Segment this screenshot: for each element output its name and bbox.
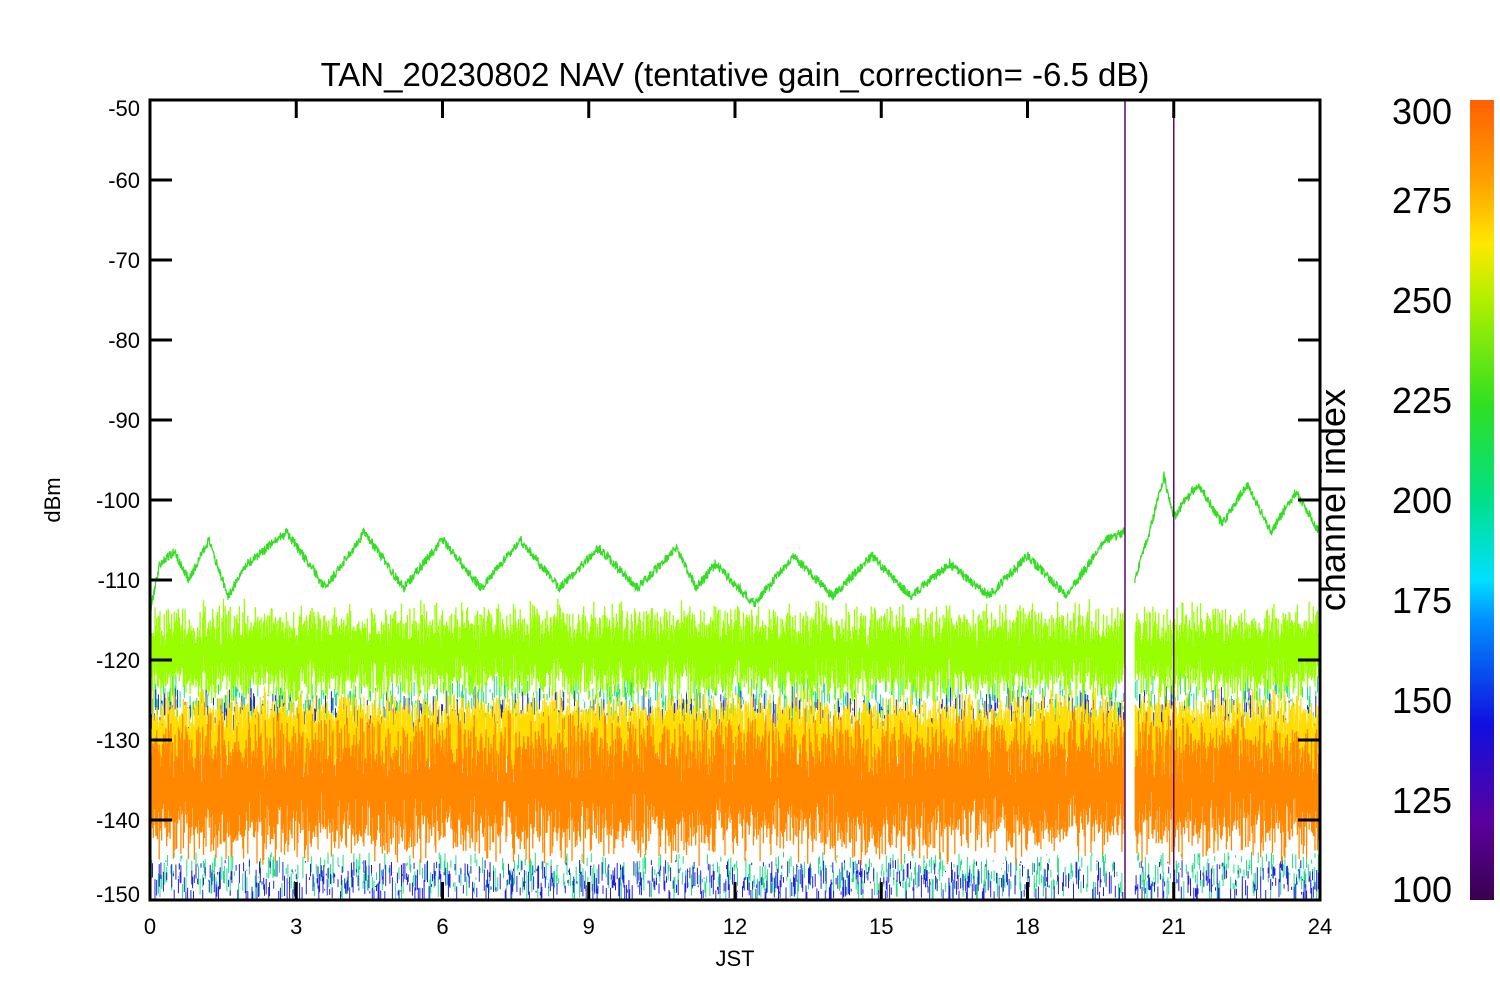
x-axis-label: JST xyxy=(715,946,754,971)
y-tick-label: -120 xyxy=(96,648,140,673)
colorbar-tick-label: 175 xyxy=(1392,580,1452,621)
series-line-ch248 xyxy=(150,471,1320,612)
colorbar-label: channel index xyxy=(1312,389,1353,611)
x-tick-label: 18 xyxy=(1015,914,1039,939)
colorbar-tick-label: 275 xyxy=(1392,180,1452,221)
colorbar-ticks: 100 125 150 175 200 225 250 275 300 xyxy=(1392,91,1452,910)
colorbar-tick-label: 125 xyxy=(1392,780,1452,821)
plot-area xyxy=(150,100,1320,900)
y-tick-label: -70 xyxy=(108,248,140,273)
x-tick-label: 24 xyxy=(1308,914,1332,939)
colorbar-tick-label: 300 xyxy=(1392,91,1452,132)
axis-ticks: 0 3 6 9 12 15 18 21 24 -50 -60 -70 -80 -90 -100 -110 -12… xyxy=(96,96,1332,939)
chart-title: TAN_20230802 NAV (tentative gain_correct… xyxy=(321,56,1150,93)
y-tick-label: -80 xyxy=(108,328,140,353)
colorbar-tick-label: 200 xyxy=(1392,480,1452,521)
series-band-ch260-trace xyxy=(150,598,1320,704)
x-tick-label: 12 xyxy=(723,914,747,939)
y-tick-label: -150 xyxy=(96,882,140,907)
y-tick-label: -140 xyxy=(96,808,140,833)
colorbar-tick-label: 150 xyxy=(1392,680,1452,721)
x-tick-label: 15 xyxy=(869,914,893,939)
series-band-ch260 xyxy=(150,598,1320,704)
y-tick-label: -110 xyxy=(98,568,140,593)
x-tick-label: 21 xyxy=(1162,914,1186,939)
colorbar xyxy=(1470,100,1494,900)
x-tick-label: 9 xyxy=(583,914,595,939)
y-tick-label: -50 xyxy=(108,96,140,121)
series-band-ch290 xyxy=(150,707,1320,867)
x-tick-label: 0 xyxy=(144,914,156,939)
y-tick-label: -100 xyxy=(96,488,140,513)
colorbar-tick-label: 250 xyxy=(1392,280,1452,321)
colorbar-tick-label: 100 xyxy=(1392,869,1452,910)
series-band-ch290-trace xyxy=(150,707,1320,867)
x-tick-label: 6 xyxy=(436,914,448,939)
y-tick-label: -90 xyxy=(108,408,140,433)
y-tick-label: -60 xyxy=(108,168,140,193)
x-tick-label: 3 xyxy=(290,914,302,939)
y-axis-label: dBm xyxy=(40,477,65,522)
y-tick-label: -130 xyxy=(96,728,140,753)
colorbar-tick-label: 225 xyxy=(1392,380,1452,421)
